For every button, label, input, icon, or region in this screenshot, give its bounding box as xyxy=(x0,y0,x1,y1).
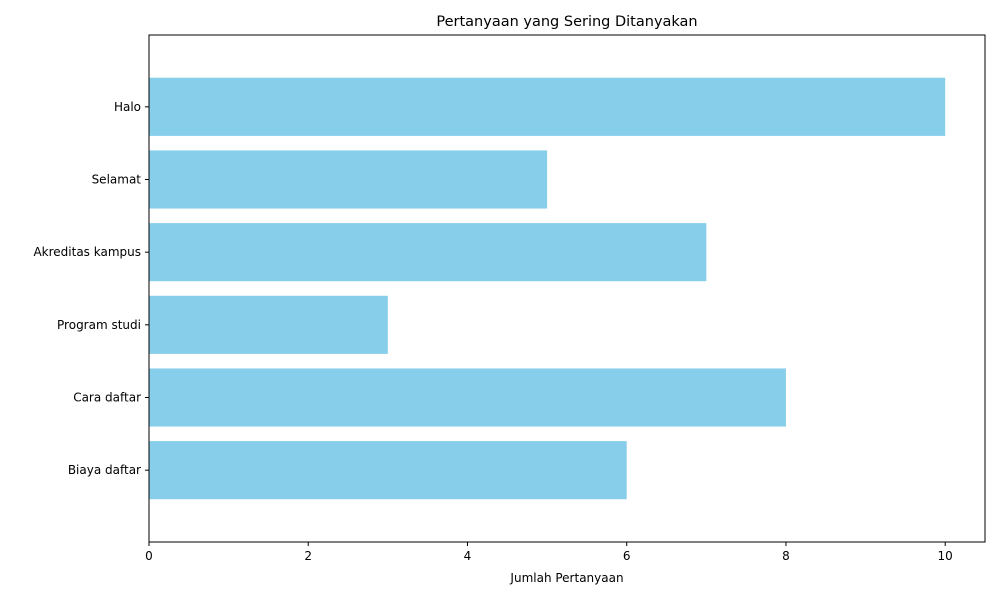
x-tick-label: 8 xyxy=(782,549,790,563)
plot-frame xyxy=(148,34,986,543)
bar-akreditas-kampus xyxy=(149,223,707,282)
bar-halo xyxy=(149,77,946,136)
y-tick-label: Biaya daftar xyxy=(68,463,141,477)
chart-title: Pertanyaan yang Sering Ditanyakan xyxy=(436,14,697,30)
y-tick-label: Selamat xyxy=(92,172,142,186)
bar-cara-daftar xyxy=(149,368,786,427)
axes-layer: Halo Selamat Akreditas kampus Program studi… xyxy=(33,34,986,563)
y-tick-label: Akreditas kampus xyxy=(33,245,141,259)
bar-selamat xyxy=(149,150,548,209)
y-tick-label: Cara daftar xyxy=(73,391,141,405)
x-tick-label: 0 xyxy=(145,549,153,563)
x-tick-label: 10 xyxy=(938,549,953,563)
y-tick-label: Halo xyxy=(114,100,141,114)
bars-layer xyxy=(149,77,946,500)
x-tick-label: 4 xyxy=(464,549,472,563)
bar-biaya-daftar xyxy=(149,441,627,500)
x-axis-label: Jumlah Pertanyaan xyxy=(509,571,623,585)
x-tick-label: 2 xyxy=(304,549,312,563)
bar-program-studi xyxy=(149,295,388,354)
x-tick-label: 6 xyxy=(623,549,631,563)
y-tick-label: Program studi xyxy=(57,318,141,332)
